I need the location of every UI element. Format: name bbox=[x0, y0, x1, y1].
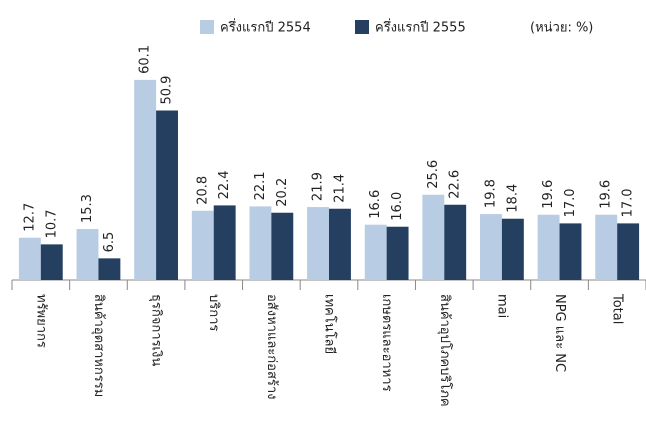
value-label: 16.6 bbox=[368, 190, 383, 219]
value-label: 10.7 bbox=[44, 209, 59, 238]
value-label: 17.0 bbox=[563, 188, 578, 217]
value-label: 19.8 bbox=[483, 179, 498, 208]
bar bbox=[364, 224, 387, 280]
bar bbox=[271, 212, 294, 280]
x-tick-label: สินค้าอุตสาหกรรม bbox=[91, 294, 106, 397]
bar bbox=[559, 223, 582, 280]
bar bbox=[191, 210, 214, 280]
bar bbox=[156, 110, 178, 281]
value-label: 12.7 bbox=[22, 203, 37, 232]
value-label: 25.6 bbox=[426, 160, 441, 189]
value-label: 16.0 bbox=[390, 192, 405, 221]
bar bbox=[213, 205, 236, 280]
value-label: 22.4 bbox=[217, 170, 232, 199]
bar bbox=[40, 244, 63, 280]
bar bbox=[595, 214, 618, 280]
x-tick-label: NPG และ NC bbox=[552, 294, 567, 372]
bar bbox=[444, 204, 467, 280]
bar bbox=[249, 206, 272, 280]
value-label: 21.4 bbox=[332, 174, 347, 203]
unit-note: (หน่วย: %) bbox=[530, 21, 593, 36]
bar bbox=[18, 237, 41, 280]
bar bbox=[134, 79, 157, 280]
bar bbox=[98, 258, 121, 280]
x-tick-label: Total bbox=[610, 293, 625, 324]
bar bbox=[537, 214, 560, 280]
bar bbox=[329, 208, 351, 280]
x-tick-label: บริการ bbox=[206, 294, 221, 331]
x-tick-label: อสังหาและก่อสร้าง bbox=[264, 294, 279, 400]
x-tick-label: สินค้าอุปโภคบริโภค bbox=[437, 294, 453, 407]
value-label: 19.6 bbox=[599, 180, 614, 209]
legend-label: ครึ่งแรกปี 2554 bbox=[220, 19, 311, 36]
value-label: 6.5 bbox=[102, 232, 117, 253]
bar bbox=[76, 229, 99, 280]
bar bbox=[501, 218, 524, 280]
value-label: 22.6 bbox=[448, 170, 463, 199]
value-label: 50.9 bbox=[160, 76, 175, 105]
legend-swatch bbox=[200, 20, 214, 34]
bar bbox=[617, 223, 640, 280]
bar bbox=[480, 214, 502, 280]
value-label: 19.6 bbox=[541, 180, 556, 209]
legend-label: ครึ่งแรกปี 2555 bbox=[375, 19, 466, 36]
value-label: 60.1 bbox=[138, 45, 153, 74]
x-tick-label: เทคโนโลยี bbox=[322, 294, 338, 354]
x-tick-label: ทรัพยากร bbox=[33, 294, 48, 348]
value-label: 17.0 bbox=[621, 188, 636, 217]
x-tick-label: ธุรกิจการเงิน bbox=[149, 294, 164, 366]
value-label: 21.9 bbox=[311, 172, 326, 201]
bar bbox=[386, 226, 409, 280]
value-label: 22.1 bbox=[253, 171, 268, 200]
value-label: 20.8 bbox=[195, 176, 210, 205]
x-tick-label: mai bbox=[494, 294, 509, 318]
x-tick-label: เกษตรและอาหาร bbox=[379, 294, 394, 392]
value-label: 20.2 bbox=[275, 178, 290, 207]
bar bbox=[307, 207, 329, 280]
bar bbox=[422, 194, 445, 280]
value-label: 18.4 bbox=[505, 184, 520, 213]
value-label: 15.3 bbox=[80, 194, 95, 223]
legend-swatch bbox=[355, 20, 369, 34]
